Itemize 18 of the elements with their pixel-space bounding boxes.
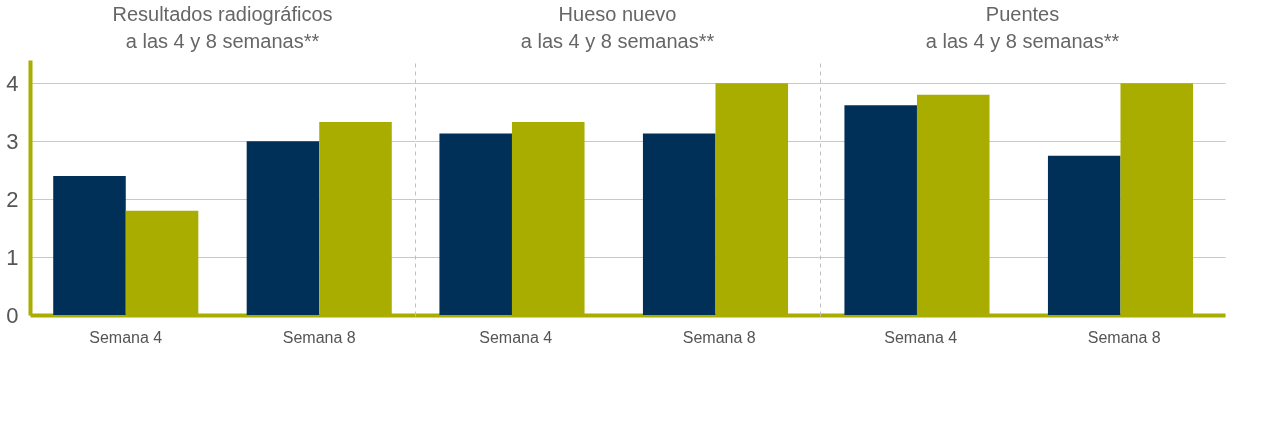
bar bbox=[246, 141, 320, 315]
y-tick-label: 3 bbox=[6, 128, 19, 154]
x-tick-label: Semana 4 bbox=[479, 328, 553, 346]
chart-title: Puentes a las 4 y 8 semanas** bbox=[925, 3, 1120, 52]
x-tick-label: Semana 4 bbox=[884, 328, 958, 346]
y-tick-label: 1 bbox=[6, 244, 19, 270]
x-tick-label: Semana 8 bbox=[682, 328, 756, 346]
chart-title: Resultados radiográficos a las 4 y 8 semanas** bbox=[112, 3, 333, 52]
x-tick-label: Semana 4 bbox=[89, 328, 163, 346]
y-tick-label: 2 bbox=[6, 186, 19, 212]
bar bbox=[1047, 155, 1121, 315]
bar bbox=[53, 175, 126, 315]
bar bbox=[844, 105, 917, 315]
chart-title: Hueso nuevo a las 4 y 8 semanas** bbox=[520, 3, 715, 52]
x-tick-label: Semana 8 bbox=[1087, 328, 1161, 346]
x-tick-label: Semana 8 bbox=[282, 328, 356, 346]
y-tick-label: 0 bbox=[6, 302, 19, 328]
y-tick-label: 4 bbox=[6, 70, 19, 96]
